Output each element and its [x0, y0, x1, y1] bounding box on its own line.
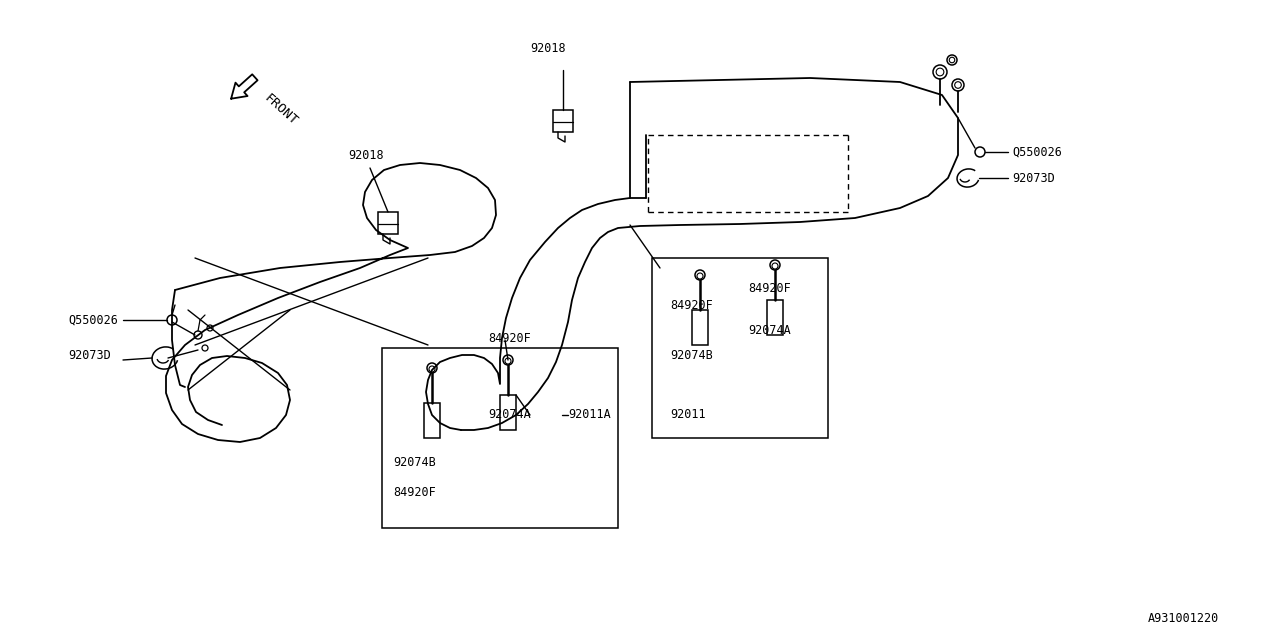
- Text: 92011: 92011: [669, 408, 705, 422]
- Text: 92074A: 92074A: [748, 323, 791, 337]
- Text: 92018: 92018: [348, 148, 384, 161]
- Bar: [381, 348, 618, 528]
- Bar: [553, 110, 573, 132]
- Text: 92018: 92018: [530, 42, 566, 54]
- Text: A931001220: A931001220: [1148, 611, 1220, 625]
- Bar: [692, 310, 708, 345]
- Text: FRONT: FRONT: [261, 92, 300, 128]
- Bar: [767, 300, 783, 335]
- Text: Q550026: Q550026: [68, 314, 118, 326]
- Bar: [652, 258, 828, 438]
- Bar: [424, 403, 440, 438]
- Text: 92074B: 92074B: [669, 349, 713, 362]
- Text: 92073D: 92073D: [1012, 172, 1055, 184]
- Text: 92011A: 92011A: [568, 408, 611, 422]
- Text: 92073D: 92073D: [68, 349, 111, 362]
- Text: Q550026: Q550026: [1012, 145, 1062, 159]
- Text: 84920F: 84920F: [393, 486, 435, 499]
- Bar: [378, 212, 398, 234]
- Text: 92074A: 92074A: [488, 408, 531, 422]
- Text: 84920F: 84920F: [488, 332, 531, 344]
- Text: 92074B: 92074B: [393, 456, 435, 468]
- Text: 84920F: 84920F: [669, 298, 713, 312]
- Text: 84920F: 84920F: [748, 282, 791, 294]
- Bar: [500, 395, 516, 430]
